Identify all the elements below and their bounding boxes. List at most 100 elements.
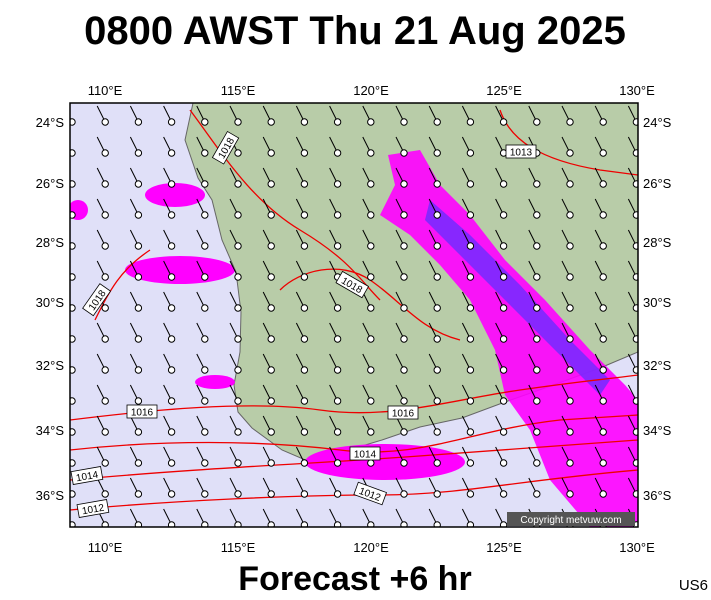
station-point — [499, 273, 508, 281]
station-point — [167, 366, 176, 374]
station-point — [267, 118, 275, 126]
station-point — [566, 366, 574, 374]
isobar-value: 1016 — [392, 409, 415, 420]
station-point — [400, 521, 408, 527]
rain-patch — [195, 375, 235, 389]
station-point — [566, 428, 574, 436]
station-point — [499, 242, 508, 250]
isobar-label: 1016 — [126, 404, 158, 419]
station-point — [201, 459, 209, 467]
station-point — [333, 304, 342, 312]
station-point — [333, 242, 342, 250]
station-point — [433, 428, 441, 436]
station-point — [167, 304, 176, 312]
station-point — [234, 490, 242, 498]
station-point — [466, 428, 475, 436]
station-point — [167, 180, 176, 188]
station-point — [333, 521, 342, 527]
station-point — [134, 335, 143, 343]
station-point — [599, 335, 607, 343]
station-point — [267, 149, 275, 157]
lat-label: 28°S — [643, 235, 672, 250]
station-point — [70, 335, 76, 343]
station-point — [466, 304, 475, 312]
copyright: Copyright metvuw.com — [520, 515, 621, 526]
station-point — [466, 211, 475, 219]
station-point — [499, 335, 508, 343]
station-point — [533, 459, 541, 467]
station-point — [499, 180, 508, 188]
station-point — [632, 180, 638, 188]
station-point — [533, 273, 541, 281]
station-point — [234, 397, 242, 405]
station-point — [333, 428, 342, 436]
station-point — [433, 521, 441, 527]
isobar-label-box — [387, 405, 419, 420]
station-point — [70, 521, 76, 527]
isobar-label-box — [211, 130, 240, 165]
station-point — [167, 149, 176, 157]
station-point — [134, 118, 143, 126]
station-point — [533, 397, 541, 405]
station-point — [300, 335, 309, 343]
station-point — [101, 304, 109, 312]
station-point — [466, 397, 475, 405]
station-point — [101, 273, 109, 281]
lat-label: 32°S — [36, 358, 65, 373]
station-point — [134, 428, 143, 436]
station-point — [533, 490, 541, 498]
station-point — [632, 490, 638, 498]
station-point — [101, 118, 109, 126]
rain-patch — [145, 183, 205, 207]
station-point — [333, 118, 342, 126]
lon-label: 120°E — [353, 83, 389, 98]
station-point — [101, 490, 109, 498]
map-frame — [69, 102, 639, 528]
station-point — [533, 428, 541, 436]
station-point — [234, 273, 242, 281]
station-point — [566, 397, 574, 405]
station-point — [632, 149, 638, 157]
station-point — [466, 118, 475, 126]
station-point — [499, 366, 508, 374]
station-point — [70, 211, 76, 219]
station-point — [400, 180, 408, 188]
station-point — [367, 521, 375, 527]
lon-label: 130°E — [619, 83, 655, 98]
station-point — [134, 242, 143, 250]
station-point — [234, 180, 242, 188]
lat-label: 30°S — [643, 295, 672, 310]
station-point — [300, 490, 309, 498]
station-point — [300, 242, 309, 250]
station-point — [367, 366, 375, 374]
station-point — [400, 118, 408, 126]
lon-label: 115°E — [221, 540, 256, 555]
station-point — [400, 211, 408, 219]
station-point — [267, 366, 275, 374]
station-point — [101, 459, 109, 467]
station-point — [367, 304, 375, 312]
station-point — [70, 366, 76, 374]
station-point — [234, 459, 242, 467]
station-point — [70, 490, 76, 498]
isobar-value: 1013 — [510, 148, 533, 159]
station-point — [267, 521, 275, 527]
station-point — [333, 180, 342, 188]
station-point — [267, 490, 275, 498]
station-point — [367, 335, 375, 343]
station-point — [499, 211, 508, 219]
grid-labels: 110°E 110°E 115°E 115°E 120°E 120°E 125°E 125°E… — [36, 83, 672, 555]
station-point — [134, 211, 143, 219]
station-point — [333, 149, 342, 157]
station-point — [101, 428, 109, 436]
station-point — [632, 242, 638, 250]
station-point — [533, 304, 541, 312]
station-point — [367, 211, 375, 219]
station-point — [367, 459, 375, 467]
station-point — [632, 118, 638, 126]
station-point — [367, 118, 375, 126]
station-point — [70, 149, 76, 157]
station-point — [466, 149, 475, 157]
lat-label: 36°S — [36, 488, 65, 503]
station-point — [267, 273, 275, 281]
